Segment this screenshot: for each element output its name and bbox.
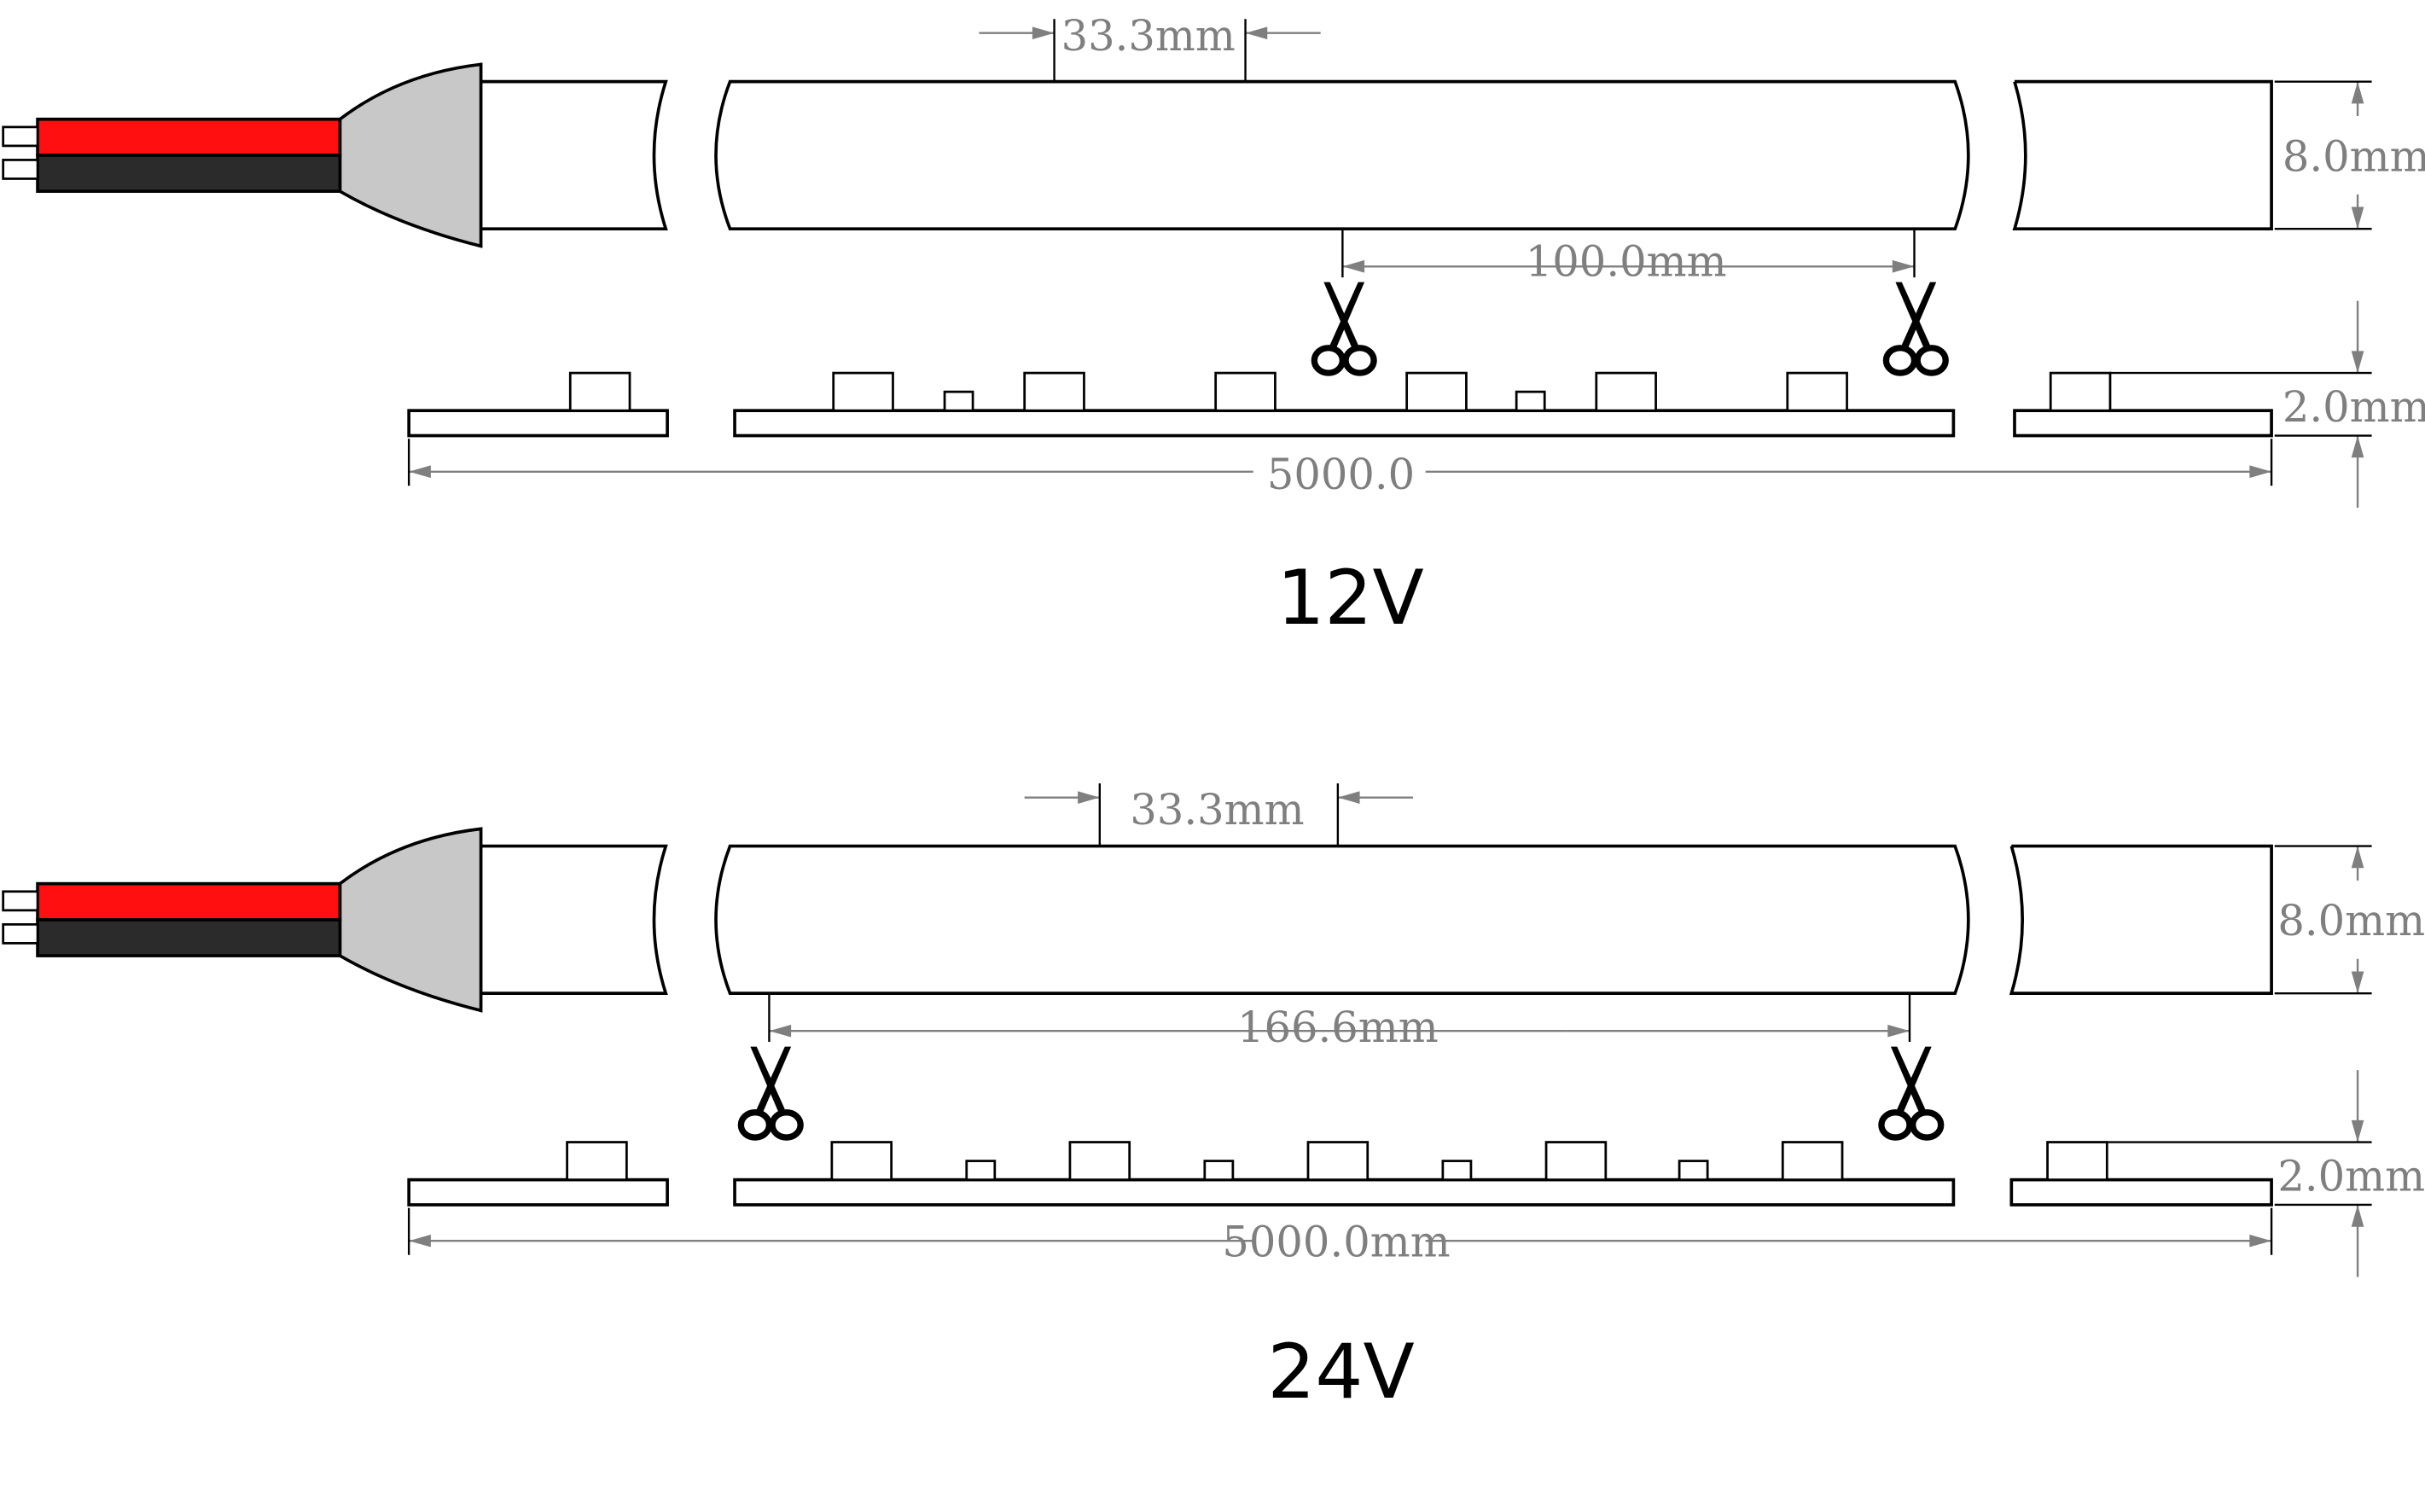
thickness-label: 2.0mm <box>2283 382 2425 432</box>
black-wire <box>36 918 342 957</box>
led-side <box>1214 371 1276 412</box>
thickness-label: 2.0mm <box>2277 1151 2425 1201</box>
scissors-icon <box>1882 282 1949 376</box>
cut-length-label: 166.6mm <box>1237 1003 1439 1052</box>
led-side <box>1786 371 1848 412</box>
voltage-label: 24V <box>1267 1328 1414 1416</box>
led-side <box>830 1141 893 1181</box>
red-wire <box>36 881 342 922</box>
scissors-part <box>1329 282 1365 348</box>
scissors-icon <box>737 1046 804 1141</box>
scissors-icon <box>1878 1046 1945 1141</box>
strip-segment <box>2012 79 2273 231</box>
resistor-side <box>943 390 974 412</box>
resistor-side <box>1515 390 1546 412</box>
scissors-part <box>1901 282 1937 348</box>
scissors-part <box>1342 345 1377 376</box>
scissors-part <box>1895 282 1930 348</box>
scissors-part <box>756 1046 792 1113</box>
scissors-part <box>1323 282 1358 348</box>
scissors-part <box>1914 345 1949 376</box>
led-side <box>832 371 894 412</box>
wire-pin <box>2 159 39 180</box>
led-pitch-label: 33.3mm <box>1130 785 1304 835</box>
led-side <box>1306 1141 1370 1181</box>
led-side <box>1023 371 1085 412</box>
strip-segment <box>480 79 668 231</box>
width-label: 8.0mm <box>2277 896 2425 945</box>
strip-side <box>407 1178 669 1207</box>
resistor-side <box>1441 1160 1473 1181</box>
connector-boot <box>338 62 483 248</box>
scissors-part <box>1882 345 1918 376</box>
resistor-side <box>965 1160 997 1181</box>
wire-pin <box>2 125 39 148</box>
strip-side <box>733 409 1956 438</box>
scissors-part <box>1878 1108 1913 1141</box>
voltage-label: 12V <box>1276 554 1423 642</box>
scissors-icon <box>1311 282 1377 376</box>
strip-side <box>733 1178 1956 1207</box>
led-side <box>1595 371 1657 412</box>
scissors-part <box>1890 1046 1926 1113</box>
diagram-24v: 33.3mm 166.6mm 8.0mm 2.0mm 5000.0mm 24V <box>2 783 2425 1416</box>
led-side <box>2049 371 2112 412</box>
strip-segment <box>2009 844 2273 995</box>
scissors-part <box>1909 1108 1945 1141</box>
strip-side <box>2013 409 2273 438</box>
red-wire <box>36 117 342 157</box>
scissors-part <box>1897 1046 1932 1113</box>
strip-segment <box>714 79 1970 231</box>
scissors-part <box>1311 345 1346 376</box>
led-side <box>566 1141 628 1181</box>
connector-boot <box>338 827 483 1013</box>
strip-segment <box>480 844 668 995</box>
scissors-part <box>769 1108 804 1141</box>
black-wire <box>36 154 342 193</box>
resistor-side <box>1678 1160 1709 1181</box>
wire-pin <box>2 890 39 912</box>
total-length-label: 5000.0mm <box>1222 1218 1450 1267</box>
diagram-12v: 33.3mm 100.0mm 8.0mm 2.0mm 5000.0 12V <box>2 11 2425 642</box>
led-side <box>1405 371 1468 412</box>
width-label: 8.0mm <box>2283 131 2425 181</box>
cut-length-label: 100.0mm <box>1526 236 1727 286</box>
wire-pin <box>2 922 39 945</box>
scissors-part <box>750 1046 785 1113</box>
strip-side <box>2009 1178 2273 1207</box>
resistor-side <box>1203 1160 1235 1181</box>
total-length-label: 5000.0 <box>1267 450 1415 499</box>
led-side <box>1781 1141 1844 1181</box>
led-side <box>1544 1141 1608 1181</box>
led-side <box>2046 1141 2108 1181</box>
led-pitch-label: 33.3mm <box>1061 11 1236 61</box>
strip-side <box>407 409 669 438</box>
led-side <box>568 371 631 412</box>
led-side <box>1068 1141 1131 1181</box>
strip-segment <box>714 844 1970 995</box>
scissors-part <box>737 1108 773 1141</box>
